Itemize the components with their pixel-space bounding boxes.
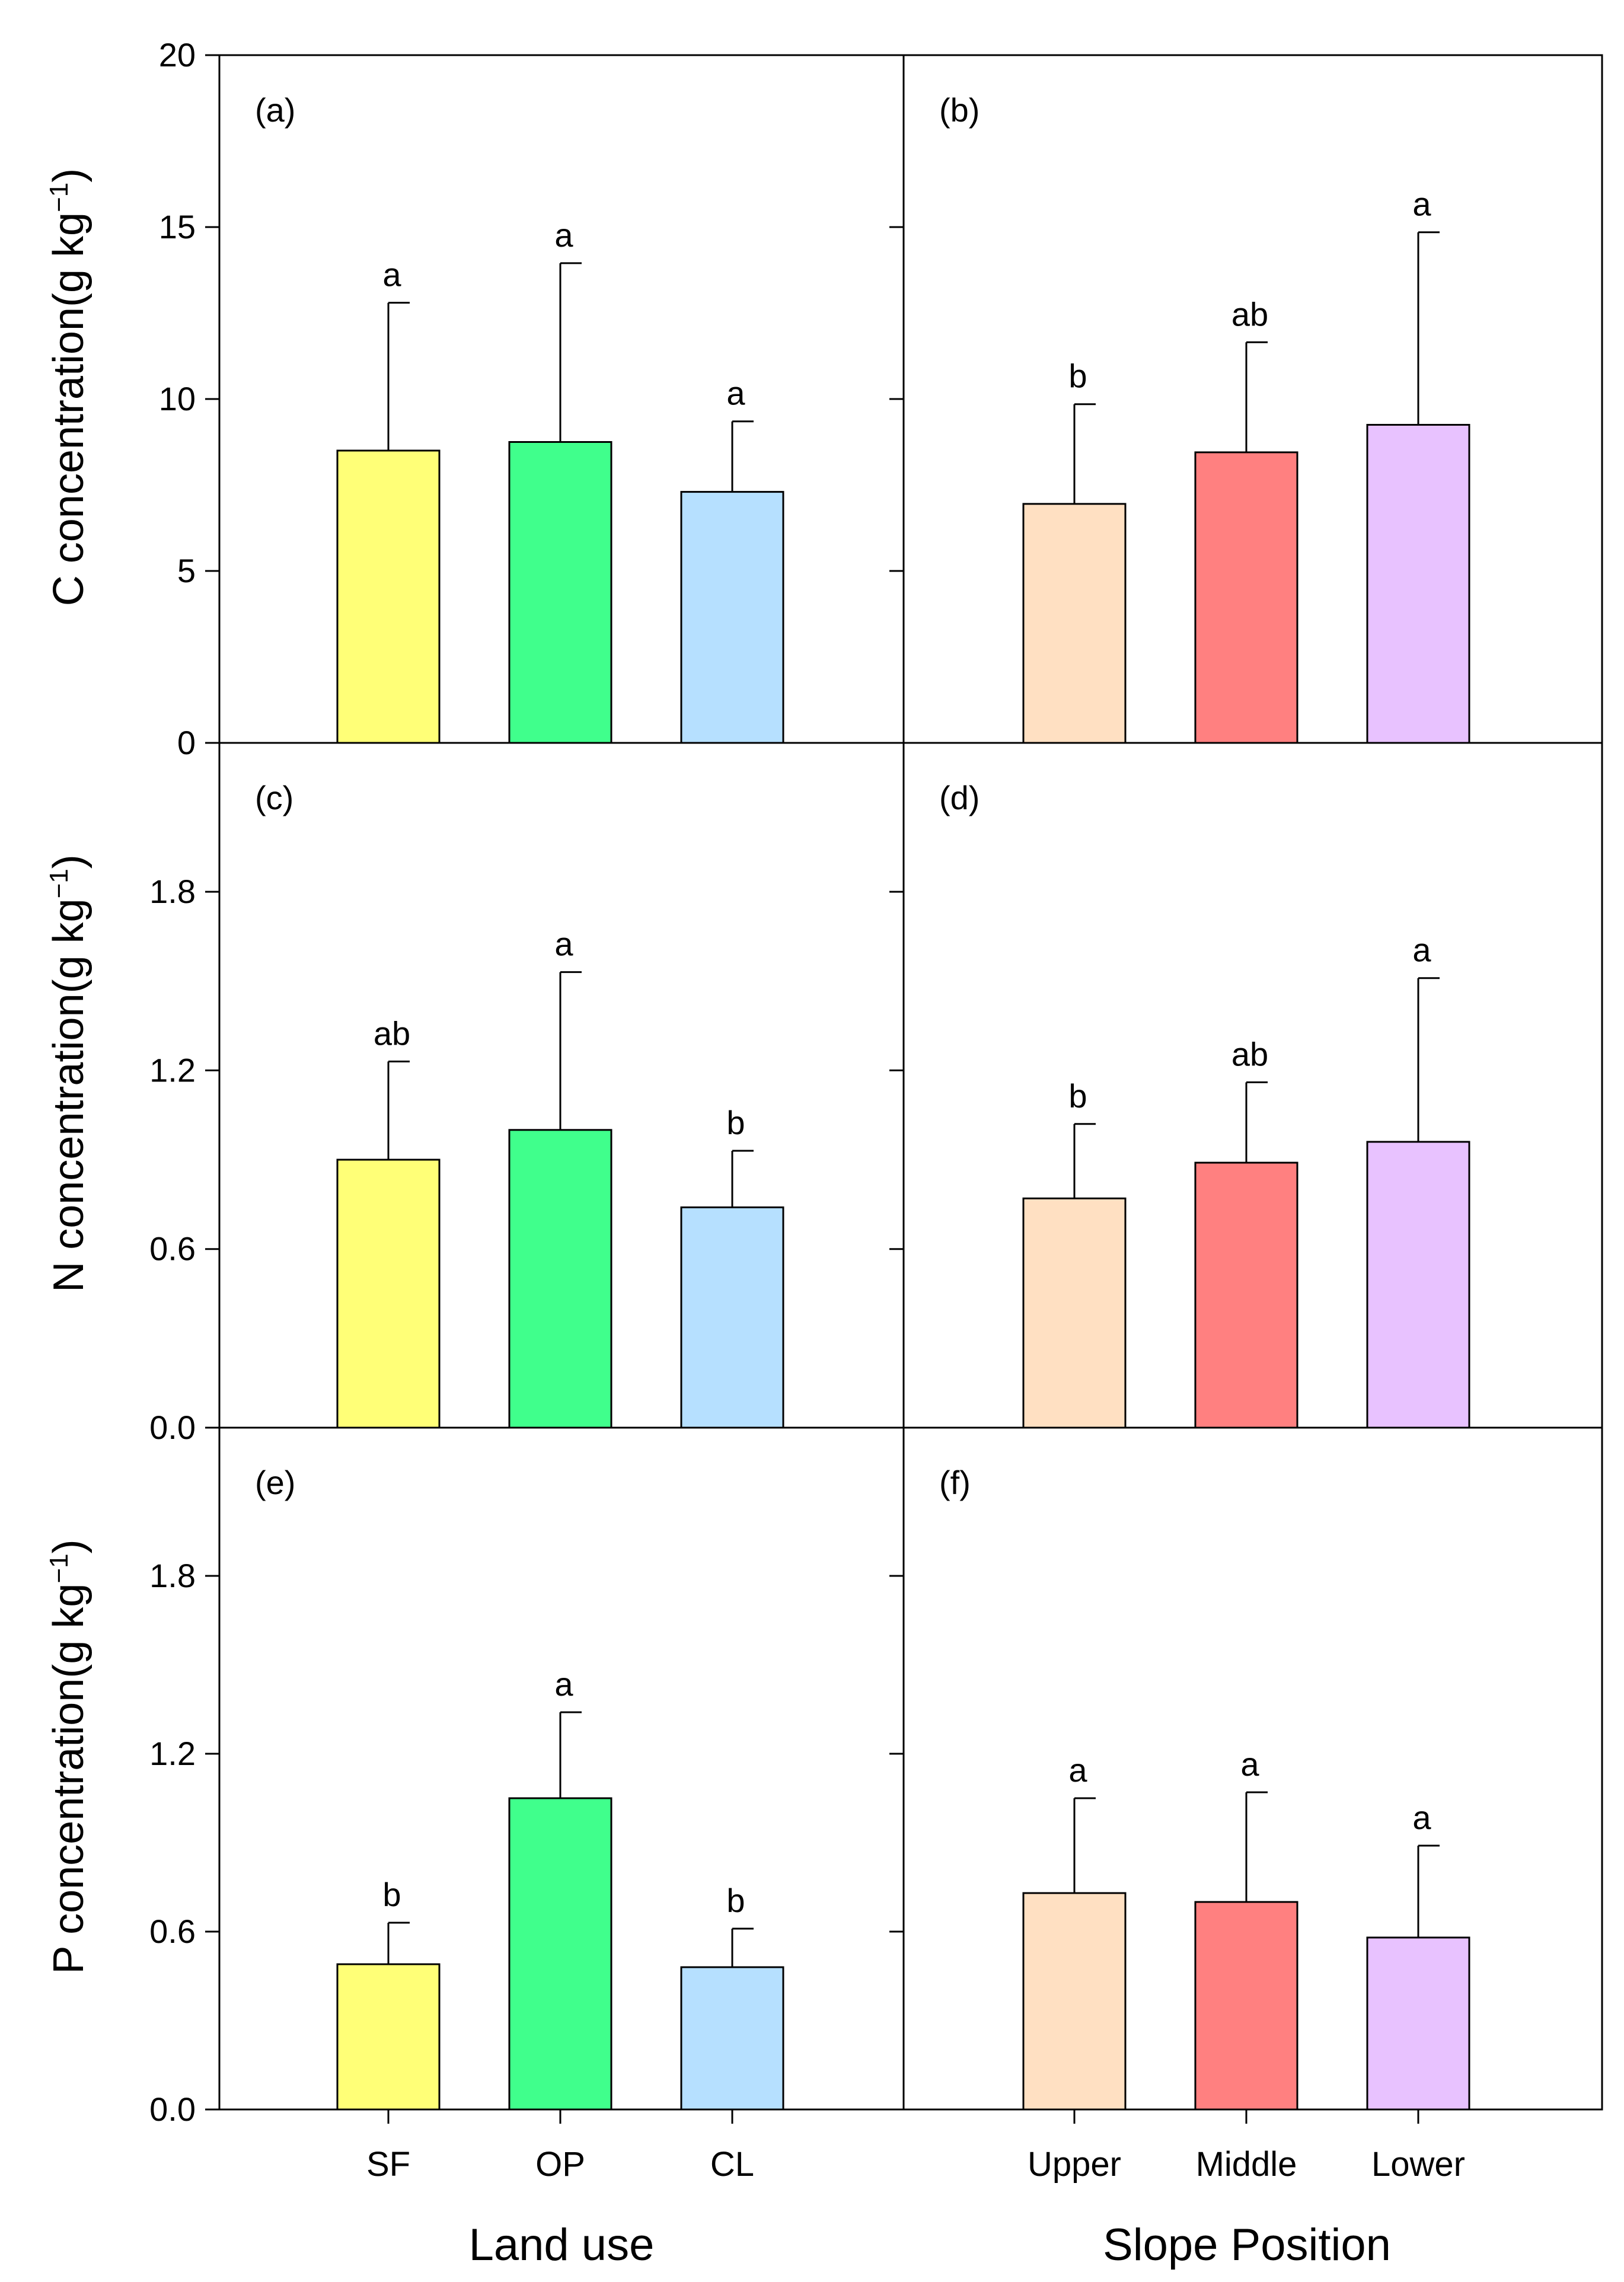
x-tick-label-lower: Lower (1371, 2145, 1465, 2184)
bar-op (508, 441, 612, 744)
bar-op (508, 1797, 612, 2111)
panel-label: (f) (939, 1464, 971, 1501)
y-tick-label: 1.8 (149, 1557, 196, 1594)
bar-op (508, 1129, 612, 1429)
significance-label: a (1240, 1745, 1259, 1783)
y-tick-label: 0.6 (149, 1230, 196, 1268)
y-tick-label: 5 (177, 552, 196, 589)
panel-label: (d) (939, 779, 979, 816)
x-tick-label-upper: Upper (1028, 2145, 1121, 2184)
y-tick-label: 1.8 (149, 873, 196, 910)
bar-middle (1194, 451, 1298, 744)
panel-label: (e) (255, 1464, 295, 1501)
significance-label: b (726, 1104, 745, 1141)
y-axis-title: P concentration(g kg−1) (44, 1539, 92, 1974)
x-tick-label-sf: SF (366, 2145, 410, 2184)
bar-cl (680, 1206, 784, 1429)
y-axis-title-sup: −1 (44, 1553, 74, 1583)
bar-sf (336, 1158, 441, 1429)
y-axis-title-close: ) (45, 854, 92, 869)
y-axis-title-sup: −1 (44, 183, 74, 212)
significance-label: ab (1231, 1035, 1268, 1073)
panel-d: b ab a (d) (902, 742, 1603, 1429)
panel-frame (902, 1426, 1603, 2111)
significance-label: a (1412, 186, 1431, 223)
y-axis-title-text: N concentration(g kg (45, 898, 92, 1292)
panel-label: (a) (255, 91, 295, 129)
y-axis-title-close: ) (45, 168, 92, 183)
bar-cl (680, 491, 784, 744)
panel-b: b ab a (b) (902, 54, 1603, 744)
significance-label: b (1068, 358, 1087, 395)
significance-label: b (382, 1876, 401, 1913)
panel-label: (c) (255, 779, 293, 816)
y-tick-label: 15 (159, 208, 196, 245)
y-axis-title: N concentration(g kg−1) (44, 854, 92, 1292)
y-tick-label: 1.2 (149, 1051, 196, 1089)
y-axis-title-close: ) (45, 1539, 92, 1553)
y-tick-label: 0.0 (149, 1409, 196, 1446)
significance-label: a (554, 1665, 573, 1703)
bar-middle (1194, 1901, 1298, 2111)
significance-label: a (1412, 931, 1431, 969)
panel-a: a a a (a) (218, 54, 905, 744)
x-axis-title: Land use (469, 2220, 655, 2270)
significance-label: a (382, 256, 401, 293)
panel-label: (b) (939, 91, 979, 129)
significance-label: b (1068, 1077, 1087, 1115)
significance-label: ab (1231, 295, 1268, 333)
y-axis-title-text: C concentration(g kg (45, 212, 92, 606)
x-tick-label-op: OP (535, 2145, 585, 2184)
bar-lower (1366, 1141, 1470, 1429)
significance-label: a (1068, 1751, 1087, 1789)
panel-e: b a b (e) (218, 1426, 905, 2111)
y-tick-label: 1.2 (149, 1735, 196, 1772)
significance-label: a (554, 925, 573, 963)
y-tick-label: 10 (159, 380, 196, 417)
y-axis-title: C concentration(g kg−1) (44, 168, 92, 607)
significance-label: ab (374, 1014, 410, 1052)
bar-sf (336, 1963, 441, 2111)
y-tick-label: 0 (177, 724, 196, 761)
significance-label: a (554, 216, 573, 254)
bar-middle (1194, 1161, 1298, 1429)
bar-upper (1022, 1197, 1127, 1429)
x-axis-title: Slope Position (1103, 2220, 1391, 2270)
significance-label: a (1412, 1799, 1431, 1836)
bar-upper (1022, 1892, 1127, 2111)
bar-upper (1022, 503, 1127, 744)
panel-f: a a a (f) (902, 1426, 1603, 2111)
y-tick-label: 0.6 (149, 1913, 196, 1950)
y-tick-label: 20 (159, 36, 196, 74)
significance-label: a (726, 375, 745, 412)
bar-lower (1366, 1936, 1470, 2111)
y-axis-title-sup: −1 (44, 869, 74, 898)
x-tick-label-middle: Middle (1196, 2145, 1297, 2184)
y-tick-label: 0.0 (149, 2090, 196, 2128)
x-tick-label-cl: CL (710, 2145, 754, 2184)
y-axis-title-text: P concentration(g kg (45, 1584, 92, 1974)
bar-cl (680, 1966, 784, 2111)
bar-sf (336, 449, 441, 744)
bar-lower (1366, 424, 1470, 744)
significance-label: b (726, 1882, 745, 1919)
